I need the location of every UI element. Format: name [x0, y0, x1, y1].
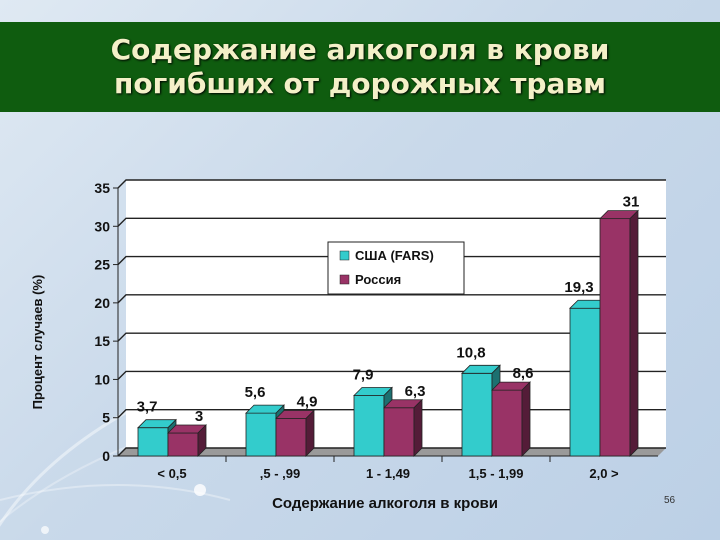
x-tick-label: 1 - 1,49 — [366, 466, 410, 481]
x-tick-label: 1,5 - 1,99 — [469, 466, 524, 481]
y-tick-label: 20 — [94, 295, 110, 311]
slide-title-line-2: погибших от дорожных травм — [114, 67, 606, 100]
y-tick-label: 10 — [94, 371, 110, 387]
bar — [491, 381, 531, 457]
data-label: 6,3 — [405, 383, 426, 400]
bar — [383, 398, 423, 457]
legend-swatch-usa — [339, 250, 350, 261]
y-tick-label: 35 — [94, 180, 110, 196]
gridline — [117, 294, 666, 304]
data-label: 7,9 — [353, 367, 374, 384]
data-label: 4,9 — [297, 393, 318, 410]
legend: США (FARS) Россия — [327, 241, 465, 295]
gridline — [117, 217, 666, 227]
legend-swatch-russia — [339, 274, 350, 285]
gridline — [117, 255, 666, 266]
x-axis-title: Содержание алкоголя в крови — [272, 495, 498, 512]
gridline — [117, 179, 666, 189]
title-bar: Содержание алкоголя в крови погибших от … — [0, 22, 720, 112]
bar — [167, 424, 207, 457]
data-label: 10,8 — [456, 344, 485, 361]
legend-label-usa: США (FARS) — [355, 248, 434, 263]
legend-label-russia: Россия — [355, 272, 401, 287]
axis-layer: 0 5 10 15 20 25 30 35 < 0,5 ,5 - ,99 1 - 1,49 1,5 -… — [94, 180, 658, 481]
gridline — [117, 332, 666, 342]
x-tick-label: < 0,5 — [157, 466, 186, 481]
bar — [461, 364, 501, 457]
bar-layer — [137, 209, 639, 457]
data-label: 3 — [195, 408, 203, 425]
y-tick-label: 15 — [94, 333, 110, 349]
y-tick-label: 0 — [102, 448, 110, 464]
data-label: 8,6 — [513, 365, 534, 382]
x-tick-label: ,5 - ,99 — [260, 466, 300, 481]
y-tick-label: 25 — [94, 257, 110, 273]
label-layer: 3,7 3 5,6 4,9 7,9 6,3 10,8 8,6 19,3 31 — [137, 194, 640, 425]
legend-box — [327, 241, 465, 295]
y-axis-title: Процент случаев (%) — [30, 275, 45, 410]
y-tick-label: 30 — [94, 218, 110, 234]
data-label: 19,3 — [564, 279, 593, 296]
y-tick-label: 5 — [102, 410, 110, 426]
slide-number: 56 — [664, 495, 676, 506]
data-label: 31 — [623, 194, 640, 211]
bar — [599, 209, 639, 457]
data-label: 3,7 — [137, 399, 158, 416]
bar — [275, 409, 315, 457]
slide-title-line-1: Содержание алкоголя в крови — [110, 33, 610, 66]
data-label: 5,6 — [245, 384, 266, 401]
x-tick-label: 2,0 > — [589, 466, 619, 481]
